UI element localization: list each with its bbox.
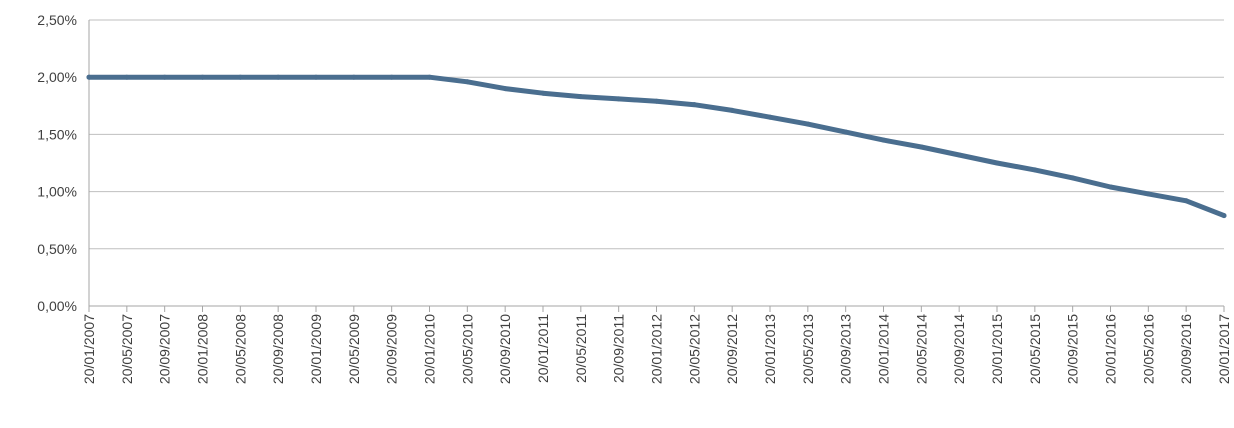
x-tick-label: 20/05/2016	[1140, 314, 1156, 384]
data-point	[351, 74, 357, 80]
x-tick-label: 20/09/2013	[838, 314, 854, 384]
x-tick-label: 20/05/2014	[913, 314, 929, 384]
data-point	[1108, 184, 1113, 190]
x-tick-label: 20/01/2017	[1216, 314, 1232, 384]
data-point	[1183, 198, 1189, 204]
data-point	[1145, 191, 1151, 197]
y-tick-label: 1,00%	[37, 184, 77, 200]
data-point	[200, 74, 205, 80]
x-tick-label: 20/05/2010	[459, 314, 475, 384]
data-point	[578, 94, 584, 100]
gridlines	[89, 19, 1224, 250]
x-tick-label: 20/01/2013	[762, 314, 778, 384]
x-tick-label: 20/09/2010	[497, 314, 513, 384]
data-point	[994, 160, 1000, 166]
x-tick-label: 20/09/2009	[384, 314, 400, 384]
x-tick-label: 20/05/2013	[800, 314, 816, 384]
data-point	[729, 107, 735, 113]
x-tick-label: 20/09/2012	[724, 314, 740, 384]
x-tick-label: 20/01/2015	[989, 314, 1005, 384]
data-point	[843, 129, 849, 135]
data-point	[767, 114, 773, 120]
series	[86, 74, 1227, 219]
data-point	[881, 137, 886, 143]
data-point	[540, 90, 546, 96]
y-tick-label: 2,50%	[37, 12, 77, 28]
data-point	[1221, 213, 1227, 219]
x-tick-label: 20/09/2011	[611, 314, 627, 383]
y-tick-label: 0,00%	[37, 298, 77, 314]
x-tick-label: 20/01/2008	[195, 314, 211, 384]
data-point	[691, 102, 697, 108]
x-tick-label: 20/05/2015	[1027, 314, 1043, 384]
data-point	[464, 79, 470, 85]
data-point	[502, 86, 508, 92]
data-point	[86, 74, 92, 80]
x-tick-label: 20/09/2014	[951, 314, 967, 384]
x-tick-label: 20/09/2007	[157, 314, 173, 384]
x-tick-label: 20/01/2007	[81, 314, 97, 384]
data-point	[918, 144, 924, 150]
x-tick-label: 20/01/2011	[535, 314, 551, 383]
data-point	[313, 74, 319, 80]
data-point	[654, 98, 659, 104]
x-tick-label: 20/01/2012	[649, 314, 665, 384]
x-tick-label: 20/05/2011	[573, 314, 589, 383]
y-axis-tick-labels: 0,00% 0,50% 1,00% 1,50% 2,00% 2,50%	[37, 12, 77, 314]
x-tick-label: 20/01/2010	[422, 314, 438, 384]
x-tick-label: 20/05/2007	[119, 314, 135, 384]
y-tick-label: 0,50%	[37, 241, 77, 257]
data-point	[1070, 175, 1076, 181]
data-point	[427, 74, 432, 80]
x-tick-label: 20/01/2009	[308, 314, 324, 384]
data-point	[162, 74, 168, 80]
series-line-0	[86, 74, 1227, 219]
data-point	[616, 96, 622, 102]
x-tick-label: 20/01/2016	[1103, 314, 1119, 384]
x-tick-label: 20/05/2009	[346, 314, 362, 384]
x-tick-label: 20/09/2016	[1178, 314, 1194, 384]
data-point	[956, 152, 962, 158]
data-point	[124, 74, 130, 80]
axes	[88, 20, 1225, 312]
y-tick-label: 2,00%	[37, 69, 77, 85]
x-tick-label: 20/09/2008	[270, 314, 286, 384]
data-point	[275, 74, 281, 80]
data-point	[389, 74, 395, 80]
data-point	[1032, 167, 1038, 173]
data-point	[805, 121, 811, 127]
x-tick-label: 20/05/2012	[686, 314, 702, 384]
x-tick-label: 20/05/2008	[232, 314, 248, 384]
x-axis-tick-labels: 20/01/2007 20/05/2007 20/09/2007 20/01/2008…	[81, 314, 1232, 384]
y-tick-label: 1,50%	[37, 126, 77, 142]
x-tick-label: 20/01/2014	[876, 314, 892, 384]
x-tick-label: 20/09/2015	[1065, 314, 1081, 384]
data-point	[237, 74, 243, 80]
